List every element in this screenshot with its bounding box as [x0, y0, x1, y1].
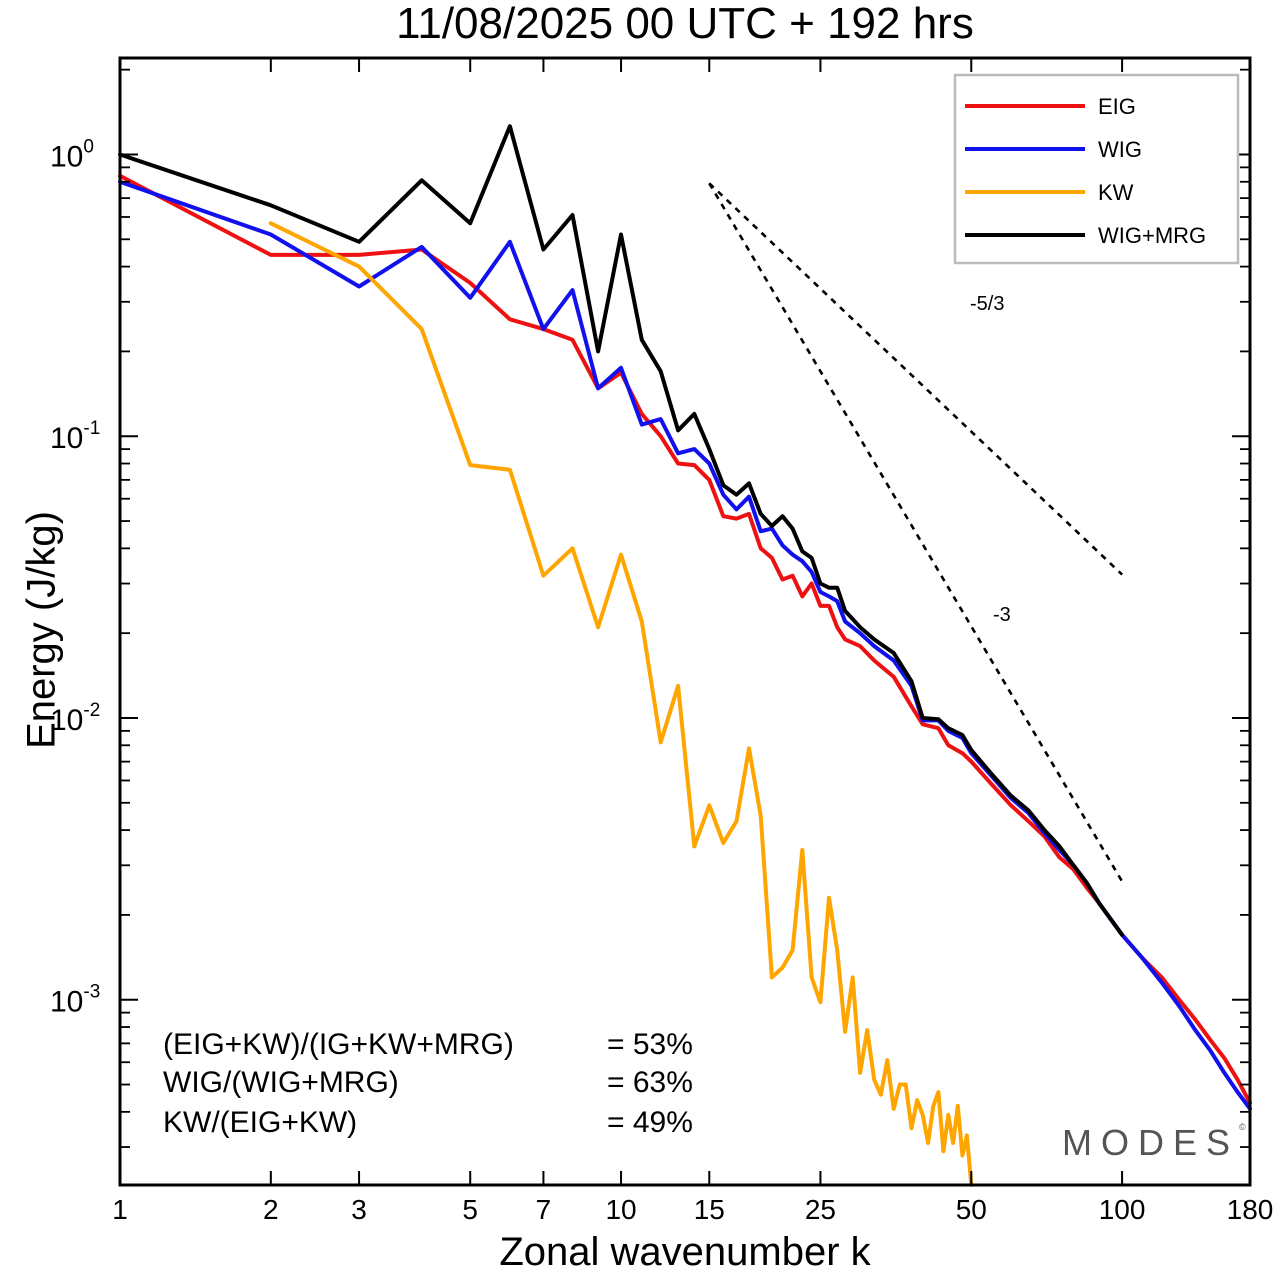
reference-slope-label-1: -5/3: [970, 293, 1004, 315]
legend-label-wig: WIG: [1098, 137, 1142, 162]
y-axis-label: Energy (J/kg): [19, 511, 64, 749]
x-tick-label: 2: [263, 1194, 279, 1225]
x-axis-label: Zonal wavenumber k: [499, 1230, 871, 1274]
x-tick-label: 1: [112, 1194, 128, 1225]
stat-value-2: = 63%: [607, 1066, 693, 1099]
x-tick-label: 10: [605, 1194, 636, 1225]
series-line-eig: [118, 173, 1252, 1105]
modes-watermark: MODES©: [1062, 1122, 1246, 1164]
x-tick-label: 7: [536, 1194, 552, 1225]
legend-label-kw: KW: [1098, 180, 1134, 205]
stat-label-2: WIG/(WIG+MRG): [163, 1066, 399, 1099]
ticks-layer: 1 2 3 5 7 10 15 25 50 100 180 100 10-1 10-2 10-3: [50, 58, 1273, 1225]
plot-frame: [118, 56, 1252, 1187]
y-tick-label: 100: [50, 136, 94, 173]
x-tick-label: 5: [462, 1194, 478, 1225]
y-tick-label: 10-3: [50, 982, 100, 1019]
x-tick-label: 100: [1099, 1194, 1146, 1225]
chart-title: 11/08/2025 00 UTC + 192 hrs: [396, 0, 974, 48]
stat-value-1: = 53%: [607, 1028, 693, 1061]
stat-label-3: KW/(EIG+KW): [163, 1106, 358, 1139]
x-tick-label: 15: [694, 1194, 725, 1225]
series-line-wig: [118, 179, 1252, 1111]
reference-slope-line-1: [708, 182, 1123, 576]
x-tick-label: 50: [956, 1194, 987, 1225]
x-tick-label: 25: [805, 1194, 836, 1225]
legend: EIG WIG KW WIG+MRG: [953, 73, 1240, 265]
x-tick-label: 3: [351, 1194, 367, 1225]
reference-slope-layer: -5/3 -3: [708, 182, 1124, 883]
watermark-text: MODES: [1062, 1122, 1240, 1163]
series-line-wig-mrg: [118, 124, 1125, 937]
copyright-mark: ©: [1239, 1122, 1246, 1132]
legend-label-wig-mrg: WIG+MRG: [1098, 223, 1206, 248]
reference-slope-line-2: [708, 182, 1124, 883]
y-tick-label: 10-1: [50, 418, 100, 455]
series-layer: [118, 124, 1252, 1187]
y-tick-label: 10-2: [50, 700, 100, 737]
stat-value-3: = 49%: [607, 1106, 693, 1139]
reference-slope-label-2: -3: [993, 604, 1011, 626]
legend-label-eig: EIG: [1098, 94, 1136, 119]
x-tick-label: 180: [1227, 1194, 1274, 1225]
stat-label-1: (EIG+KW)/(IG+KW+MRG): [163, 1028, 514, 1061]
series-line-kw: [268, 221, 974, 1187]
